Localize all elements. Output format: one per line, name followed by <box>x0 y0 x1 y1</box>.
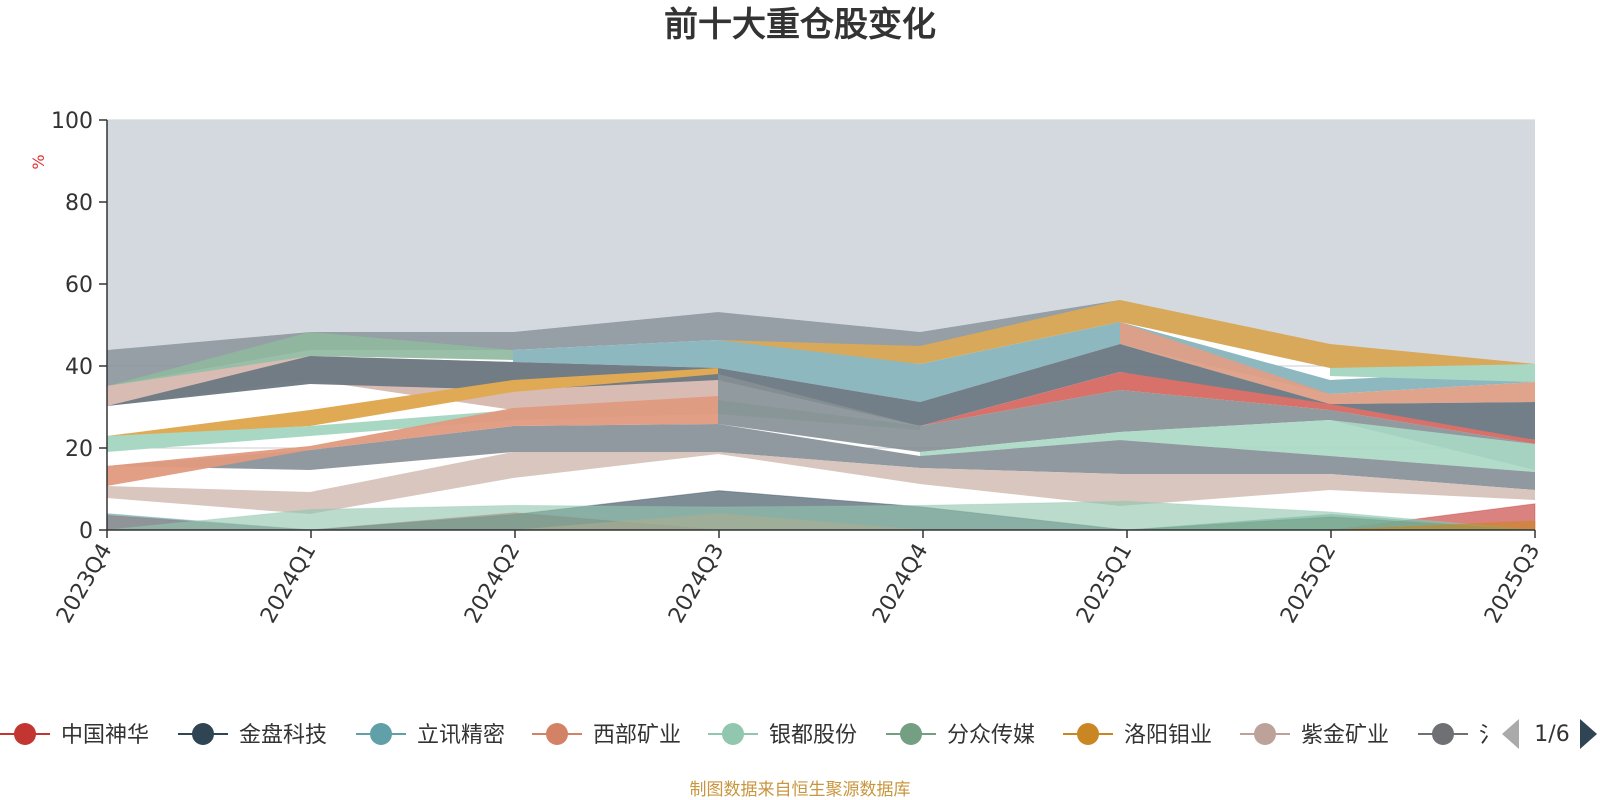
chart-title: 前十大重仓股变化 <box>664 5 936 45</box>
y-tick-label: 0 <box>79 519 93 544</box>
legend-item[interactable]: 紫金矿业 <box>1240 723 1389 748</box>
legend-marker-icon <box>14 723 36 745</box>
legend-marker-icon <box>722 723 744 745</box>
decorative-stacked-area-layers <box>107 120 1535 514</box>
legend-item[interactable]: 氵 <box>1418 723 1501 748</box>
x-tick-label: 2025Q2 <box>1276 540 1341 628</box>
legend: 中国神华 金盘科技 立讯精密 西部矿业 银都股份 分众传媒 洛阳钼业 紫金矿业 氵 <box>0 723 1501 748</box>
legend-pager: 1/6 <box>1502 719 1597 749</box>
legend-label: 立讯精密 <box>417 723 505 748</box>
x-tick-label: 2024Q3 <box>664 540 729 628</box>
x-tick-label: 2023Q4 <box>52 540 117 628</box>
legend-item[interactable]: 洛阳钼业 <box>1063 723 1212 748</box>
x-tick-label: 2024Q2 <box>460 540 525 628</box>
legend-label: 金盘科技 <box>239 723 327 748</box>
legend-page-indicator: 1/6 <box>1534 722 1569 747</box>
legend-item[interactable]: 银都股份 <box>708 723 857 748</box>
legend-marker-icon <box>1077 723 1099 745</box>
y-tick-label: 100 <box>51 109 93 134</box>
legend-marker-icon <box>370 723 392 745</box>
y-tick-label: 80 <box>65 191 93 216</box>
legend-marker-icon <box>900 723 922 745</box>
y-tick-label: 40 <box>65 355 93 380</box>
legend-label: 分众传媒 <box>947 723 1035 748</box>
y-tick-label: 60 <box>65 273 93 298</box>
page-prev-icon[interactable] <box>1502 719 1519 749</box>
legend-item[interactable]: 中国神华 <box>0 723 149 748</box>
x-tick-label: 2025Q3 <box>1480 540 1545 628</box>
y-tick-label: 20 <box>65 437 93 462</box>
legend-label: 银都股份 <box>769 723 857 748</box>
x-tick-label: 2025Q1 <box>1072 540 1137 628</box>
y-axis-unit: % <box>29 154 48 169</box>
legend-item[interactable]: 金盘科技 <box>178 723 327 748</box>
legend-item[interactable]: 立讯精密 <box>356 723 505 748</box>
legend-label: 中国神华 <box>61 723 149 748</box>
x-tick-label: 2024Q1 <box>256 540 321 628</box>
legend-label: 洛阳钼业 <box>1124 723 1212 748</box>
legend-marker-icon <box>1254 723 1276 745</box>
legend-marker-icon <box>546 723 568 745</box>
legend-item[interactable]: 分众传媒 <box>886 723 1035 748</box>
page-next-icon[interactable] <box>1580 719 1597 749</box>
legend-marker-icon <box>192 723 214 745</box>
legend-item[interactable]: 西部矿业 <box>532 723 681 748</box>
x-tick-label: 2024Q4 <box>868 540 933 628</box>
data-source-note: 制图数据来自恒生聚源数据库 <box>690 780 911 800</box>
legend-marker-icon <box>1432 723 1454 745</box>
legend-label: 西部矿业 <box>593 723 681 748</box>
legend-label: 氵 <box>1479 723 1501 748</box>
legend-label: 紫金矿业 <box>1301 723 1389 748</box>
